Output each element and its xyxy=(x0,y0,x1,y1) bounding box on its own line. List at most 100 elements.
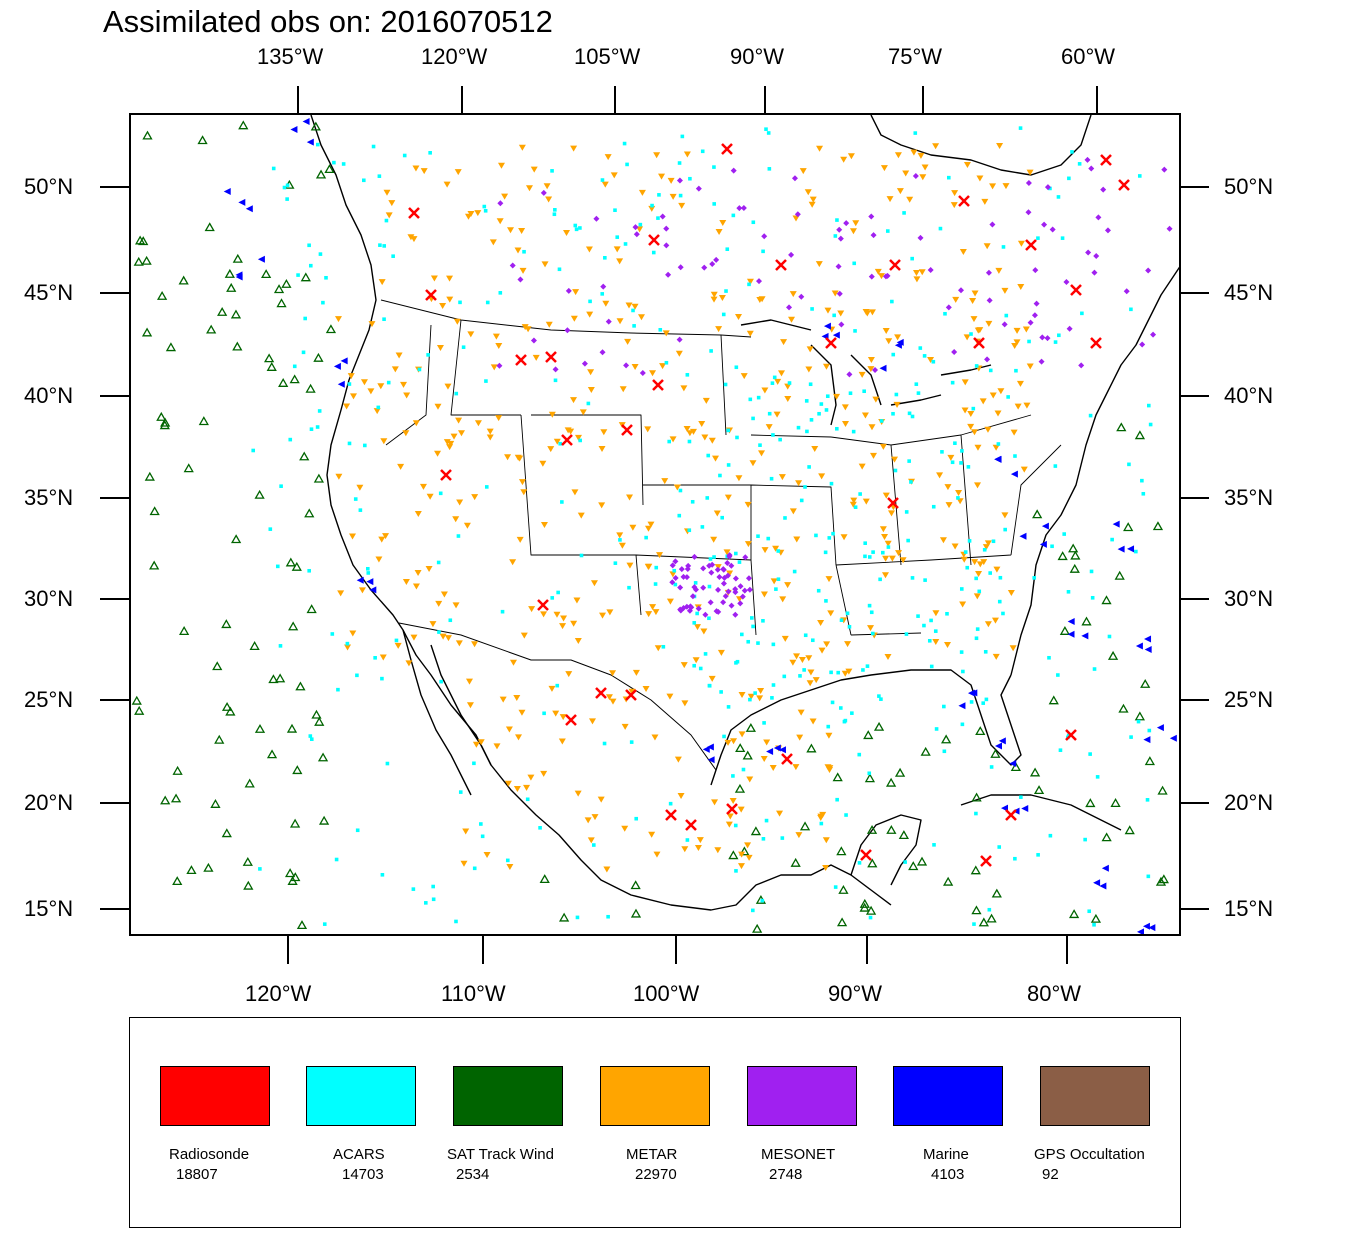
acars-marker xyxy=(417,367,422,372)
marine-marker xyxy=(1136,928,1144,934)
acars-marker xyxy=(910,576,915,580)
mesonet-marker xyxy=(700,584,707,591)
acars-marker xyxy=(1006,395,1010,399)
metar-marker xyxy=(519,267,527,274)
metar-marker xyxy=(548,685,556,692)
metar-marker xyxy=(410,236,418,243)
metar-marker xyxy=(446,275,454,282)
metar-marker xyxy=(356,484,364,491)
acars-marker xyxy=(798,674,802,678)
marine-marker xyxy=(245,205,253,213)
mesonet-marker xyxy=(745,575,752,582)
acars-marker xyxy=(693,581,698,585)
metar-marker xyxy=(939,537,947,544)
acars-marker xyxy=(712,555,716,559)
acars-marker xyxy=(1058,748,1063,752)
metar-marker xyxy=(795,832,803,839)
metar-marker xyxy=(677,792,685,799)
metar-marker xyxy=(792,764,800,771)
acars-marker xyxy=(1095,775,1100,779)
radiosonde-marker xyxy=(1005,809,1017,821)
metar-marker xyxy=(543,183,551,190)
sat-track-wind-marker xyxy=(867,858,878,868)
metar-marker xyxy=(563,230,571,237)
sat-track-wind-marker xyxy=(1057,551,1068,561)
acars-marker xyxy=(1092,667,1097,671)
radiosonde-marker xyxy=(565,714,577,726)
metar-marker xyxy=(412,420,420,427)
acars-marker xyxy=(758,443,762,447)
metar-marker xyxy=(559,623,567,630)
metar-marker xyxy=(597,796,605,803)
mesonet-marker xyxy=(517,276,524,283)
acars-marker xyxy=(1056,673,1060,677)
top-axis-label: 105°W xyxy=(574,44,641,69)
metar-marker xyxy=(805,366,813,373)
metar-marker xyxy=(852,220,860,227)
metar-marker xyxy=(588,718,596,725)
metar-marker xyxy=(947,454,955,461)
metar-marker xyxy=(936,472,944,479)
sat-track-wind-marker xyxy=(281,278,292,288)
acars-marker xyxy=(974,811,978,816)
lat-label-left: 30°N xyxy=(24,586,74,611)
acars-marker xyxy=(385,761,390,766)
sat-track-wind-marker xyxy=(290,872,301,882)
metar-marker xyxy=(420,168,428,175)
metar-marker xyxy=(740,373,748,380)
acars-marker xyxy=(380,676,384,681)
acars-marker xyxy=(579,553,584,558)
acars-marker xyxy=(903,860,907,864)
marine-marker xyxy=(778,746,786,754)
metar-marker xyxy=(804,189,812,196)
metar-marker xyxy=(708,437,716,444)
metar-marker xyxy=(827,610,835,617)
metar-marker xyxy=(809,196,817,203)
acars-marker xyxy=(720,515,725,520)
metar-marker xyxy=(917,152,925,159)
radiosonde-marker xyxy=(515,354,527,366)
acars-marker xyxy=(916,614,920,618)
legend-count: 2534 xyxy=(456,1166,490,1183)
metar-marker xyxy=(414,570,422,577)
acars-marker xyxy=(724,289,728,293)
sat-track-wind-marker xyxy=(243,880,254,890)
acars-marker xyxy=(823,550,828,555)
acars-marker xyxy=(1145,798,1150,802)
metar-marker xyxy=(994,410,1002,417)
acars-marker xyxy=(983,650,988,654)
mesonet-marker xyxy=(714,566,721,573)
marine-marker xyxy=(1169,734,1177,742)
marine-marker xyxy=(994,455,1002,463)
acars-marker xyxy=(1048,186,1052,191)
metar-marker xyxy=(547,446,555,453)
acars-marker xyxy=(251,448,256,453)
metar-marker xyxy=(486,428,494,435)
sat-track-wind-marker xyxy=(268,674,279,684)
sat-track-wind-marker xyxy=(885,777,897,787)
metar-marker xyxy=(921,164,929,171)
metar-marker xyxy=(774,378,782,385)
sat-track-wind-marker xyxy=(172,876,183,886)
metar-marker xyxy=(692,657,700,664)
sat-track-wind-marker xyxy=(799,821,811,831)
marine-marker xyxy=(340,357,348,365)
mesonet-marker xyxy=(672,574,679,581)
metar-marker xyxy=(1026,169,1034,176)
sat-track-wind-marker xyxy=(232,253,243,263)
mesonet-marker xyxy=(695,605,702,612)
acars-marker xyxy=(741,767,746,772)
acars-marker xyxy=(606,914,610,919)
metar-marker xyxy=(434,450,442,457)
acars-marker xyxy=(810,307,814,311)
acars-marker xyxy=(737,560,742,564)
metar-marker xyxy=(405,660,413,667)
acars-marker xyxy=(355,828,360,833)
metar-marker xyxy=(881,534,889,541)
metar-marker xyxy=(715,228,723,235)
sat-track-wind-marker xyxy=(310,121,321,131)
acars-marker xyxy=(934,727,939,731)
mesonet-marker xyxy=(716,573,723,580)
metar-marker xyxy=(955,490,963,497)
metar-marker xyxy=(961,379,969,386)
